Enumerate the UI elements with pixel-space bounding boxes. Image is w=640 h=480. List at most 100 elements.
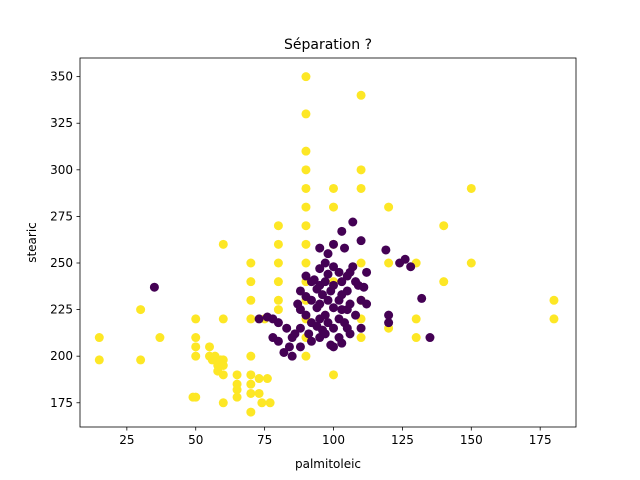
scatter-point <box>348 217 358 227</box>
scatter-point <box>205 342 215 352</box>
scatter-point <box>191 351 201 361</box>
scatter-point <box>384 258 394 268</box>
scatter-point <box>337 338 347 348</box>
scatter-point <box>257 398 267 408</box>
scatter-point <box>356 90 366 100</box>
scatter-point <box>351 310 361 320</box>
scatter-point <box>315 243 325 253</box>
scatter-point <box>155 333 165 343</box>
y-tick-label: 200 <box>50 349 73 363</box>
scatter-point <box>301 202 311 212</box>
scatter-point <box>191 333 201 343</box>
scatter-point <box>329 323 339 333</box>
scatter-point <box>232 370 242 380</box>
scatter-point <box>218 314 228 324</box>
scatter-point <box>329 280 339 290</box>
scatter-point <box>301 221 311 231</box>
scatter-point <box>282 323 292 333</box>
scatter-point <box>273 318 283 328</box>
scatter-point <box>466 258 476 268</box>
scatter-point <box>400 254 410 264</box>
y-tick-label: 350 <box>50 70 73 84</box>
scatter-point <box>295 305 305 315</box>
scatter-point <box>323 295 333 305</box>
scatter-point <box>362 299 372 309</box>
scatter-point <box>406 262 416 272</box>
scatter-point <box>315 299 325 309</box>
scatter-point <box>356 183 366 193</box>
plot-frame <box>79 57 577 428</box>
scatter-point <box>232 385 242 395</box>
x-tick-label: 75 <box>257 433 272 447</box>
scatter-point <box>317 290 327 300</box>
scatter-point <box>334 267 344 277</box>
scatter-point <box>309 275 319 285</box>
scatter-point <box>356 258 366 268</box>
scatter-point <box>323 269 333 279</box>
scatter-point <box>262 374 272 384</box>
scatter-point <box>549 314 559 324</box>
scatter-point <box>273 295 283 305</box>
scatter-point <box>384 202 394 212</box>
scatter-point <box>329 262 339 272</box>
x-axis: 25 50 75 100 125 150 175 <box>119 427 552 447</box>
x-tick-label: 25 <box>119 433 134 447</box>
scatter-point <box>218 398 228 408</box>
scatter-point <box>411 314 421 324</box>
scatter-point <box>384 318 394 328</box>
scatter-point <box>417 293 427 303</box>
y-tick-label: 175 <box>50 396 73 410</box>
scatter-point <box>295 342 305 352</box>
scatter-point <box>320 310 330 320</box>
y-axis-label: stearic <box>25 222 39 263</box>
scatter-point <box>381 245 391 255</box>
scatter-point <box>320 277 330 287</box>
scatter-point <box>149 282 159 292</box>
y-tick-label: 325 <box>50 116 73 130</box>
scatter-point <box>191 392 201 402</box>
scatter-point <box>279 347 289 357</box>
scatter-point <box>273 221 283 231</box>
scatter-point <box>301 258 311 268</box>
x-axis-label: palmitoleic <box>295 457 361 471</box>
scatter-point <box>273 336 283 346</box>
scatter-point <box>273 305 283 315</box>
scatter-point <box>301 271 311 281</box>
scatter-point <box>301 165 311 175</box>
scatter-point <box>254 388 264 398</box>
scatter-point <box>329 202 339 212</box>
scatter-point <box>356 165 366 175</box>
scatter-point <box>345 329 355 339</box>
scatter-point <box>290 329 300 339</box>
scatter-point <box>246 295 256 305</box>
scatter-point <box>246 314 256 324</box>
scatter-point <box>273 258 283 268</box>
scatter-point <box>295 323 305 333</box>
scatter-point <box>329 239 339 249</box>
scatter-point <box>320 258 330 268</box>
x-tick-label: 125 <box>391 433 414 447</box>
scatter-point <box>218 239 228 249</box>
y-tick-label: 275 <box>50 209 73 223</box>
scatter-point <box>254 374 264 384</box>
scatter-point <box>323 318 333 328</box>
scatter-point <box>232 392 242 402</box>
x-tick-label: 50 <box>188 433 203 447</box>
chart-title: Séparation ? <box>284 37 372 53</box>
scatter-point <box>218 370 228 380</box>
x-tick-label: 150 <box>460 433 483 447</box>
scatter-point <box>136 305 146 315</box>
scatter-point <box>337 277 347 287</box>
scatter-point <box>301 310 311 320</box>
scatter-point <box>329 183 339 193</box>
scatter-point <box>301 146 311 156</box>
scatter-point <box>439 277 449 287</box>
scatter-point <box>191 314 201 324</box>
scatter-point <box>254 314 264 324</box>
scatter-point <box>273 277 283 287</box>
scatter-point <box>345 299 355 309</box>
scatter-point <box>246 388 256 398</box>
scatter-point <box>329 370 339 380</box>
scatter-point <box>136 355 146 365</box>
